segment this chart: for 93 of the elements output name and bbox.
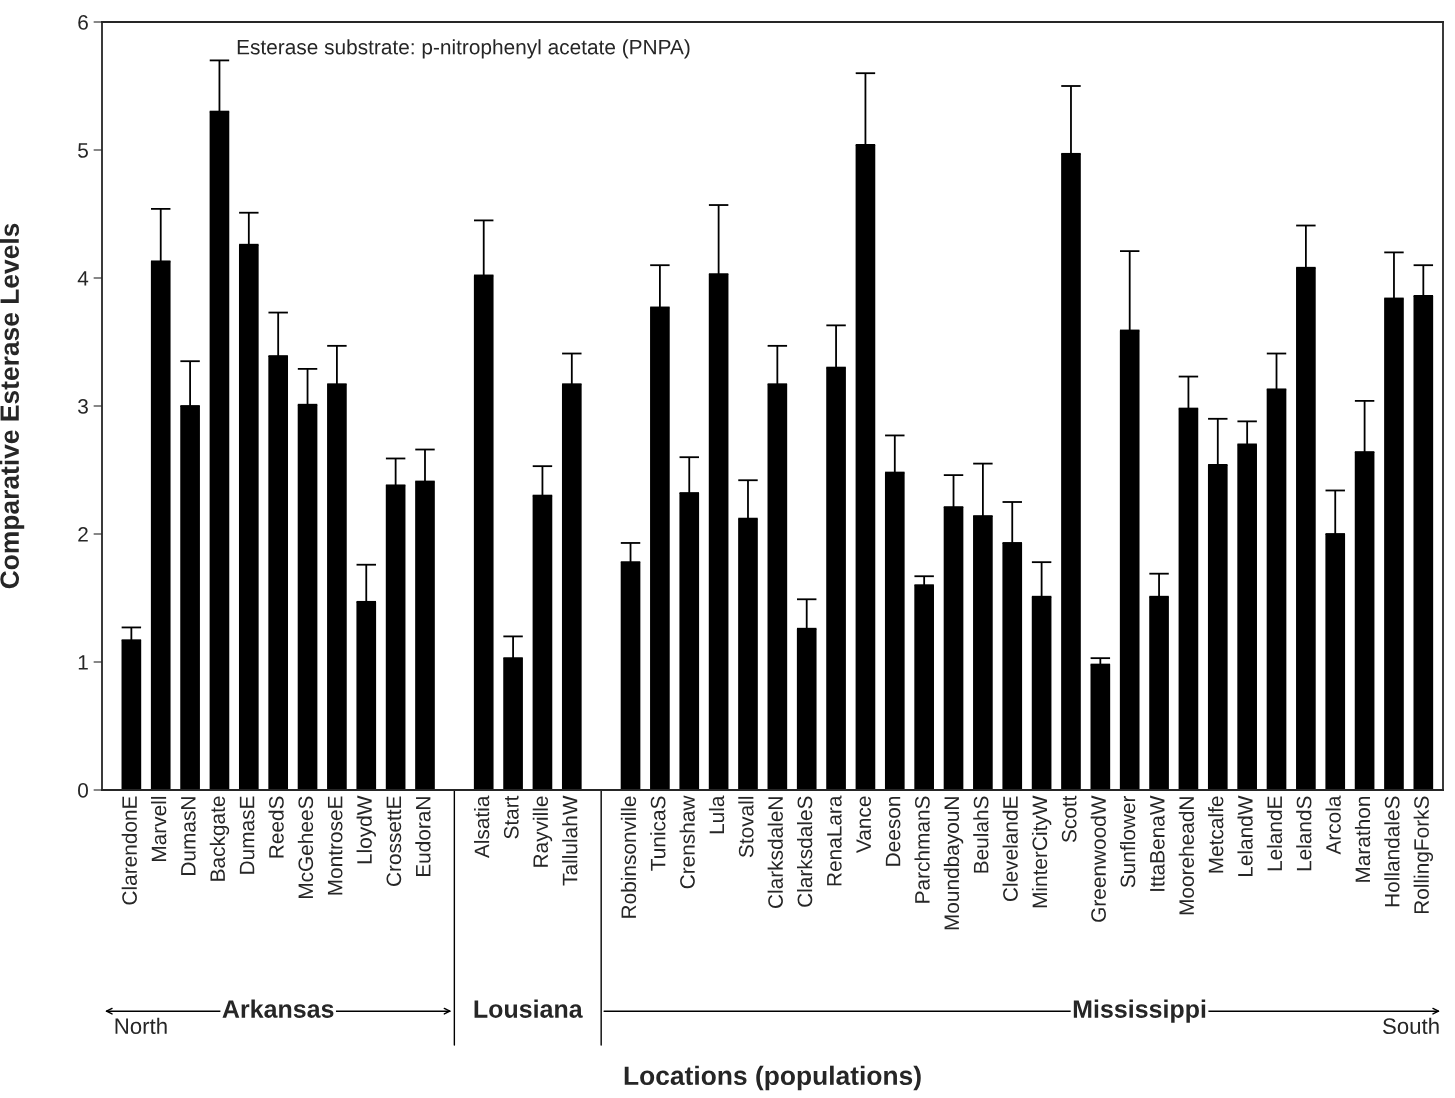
x-tick-label: ClarksdaleS [797,796,813,907]
bar [356,601,377,790]
x-tick-label: MinterCityW [1031,795,1052,908]
bar [1237,444,1257,790]
x-tick-label: EudoraN [415,797,431,877]
bar [708,274,729,790]
bar [943,507,964,790]
x-tick-label: ClevelandE [1002,796,1018,902]
text: Lousiana [474,999,583,1018]
text: North [115,1017,167,1035]
x-tick-label: RenaLara [827,795,842,886]
x-tick-label: DumasE [239,796,255,874]
y-axis-title: Comparative Esterase Levels [0,223,25,589]
x-tick-label: Lula [708,795,725,834]
bar [1354,452,1375,790]
x-tick-label: MontroseE [327,796,343,895]
x-tick-label: Backgate [209,796,230,881]
x-tick-label: Marvell [151,796,167,861]
bar [503,658,523,790]
y-tick-label: 6 [78,15,88,30]
bar [973,516,993,790]
x-tick-label: MooreheadN [1178,797,1195,915]
x-tick-label: Deeson [885,796,901,866]
bar [209,111,230,790]
bar [1002,542,1023,790]
bar [238,244,259,790]
bar [826,367,846,790]
x-tick-label: Scott [1061,795,1077,843]
bar [532,495,553,790]
bar [385,485,406,790]
x-tick-label: LelandW [1237,795,1253,877]
x-tick-label: Marathon [1354,796,1371,882]
x-tick-label: Stovall [738,796,754,858]
bar [1149,596,1169,790]
x-tick-label: MoundbayouN [943,797,964,930]
x-tick-label: TunicaS [650,796,666,871]
x-tick-label: LloydW [356,795,376,864]
bar [620,562,641,790]
bar [561,384,582,790]
x-tick-label: HollandaleS [1384,796,1400,907]
bar [1413,295,1434,790]
x-tick-label: Start [503,795,519,839]
bar [1061,153,1081,790]
x-tick-label: Robinsonville [620,796,637,918]
bar [767,384,788,790]
x-tick-label: DumasN [181,797,196,875]
text: South [1383,1017,1439,1035]
y-tick-label: 5 [78,143,88,158]
bar [1296,267,1316,790]
x-tick-label: LelandE [1266,796,1283,871]
bar [268,356,289,790]
x-tick-label: GreenwoodW [1090,795,1106,922]
x-tick-label: ParchmanS [914,796,930,903]
text: Locations (populations) [624,1065,921,1091]
x-tick-label: ReedS [268,796,284,858]
x-tick-label: Crenshaw [679,795,695,889]
x-tick-label: IttaBenaW [1150,795,1165,891]
x-tick-label: Rayville [532,796,553,867]
x-tick-label: Vance [856,796,872,853]
x-tick-label: Arcola [1325,795,1341,855]
x-tick-label: RollingForkS [1413,796,1434,914]
bar [1207,464,1228,790]
bar [796,628,817,790]
bar [855,144,876,790]
x-tick-label: Metcalfe [1208,796,1224,873]
text: Arkansas [222,999,334,1018]
bar [327,384,347,790]
x-tick-label: LelandS [1296,796,1312,871]
x-tick-label: Alsatia [474,795,490,859]
x-tick-label: CrossettE [386,796,402,886]
bar [914,585,934,790]
x-tick-label: TallulahW [562,795,578,886]
y-tick-label: 2 [78,527,88,542]
y-tick-label: 1 [78,655,88,670]
bar [1266,389,1287,790]
x-tick-label: BeulahS [973,796,989,873]
y-tick-label: 0 [78,783,88,798]
text: Mississippi [1073,999,1206,1023]
x-tick-label: ClarksdaleN [767,797,783,908]
bar [1031,596,1052,790]
bar [121,640,142,790]
bar [297,404,318,790]
bar [180,406,200,790]
x-tick-label: McGeheeS [297,796,314,899]
y-tick-label: 4 [77,271,89,286]
bar [738,518,758,790]
x-tick-label: ClarendonE [121,796,137,905]
bar [679,493,700,790]
y-tick-label: 3 [78,399,88,414]
text: Esterase substrate: p-nitrophenyl acetate (PNPA) [237,39,690,59]
x-tick-label: Sunflower [1119,795,1136,888]
bar [1325,534,1346,790]
bar [150,261,171,790]
